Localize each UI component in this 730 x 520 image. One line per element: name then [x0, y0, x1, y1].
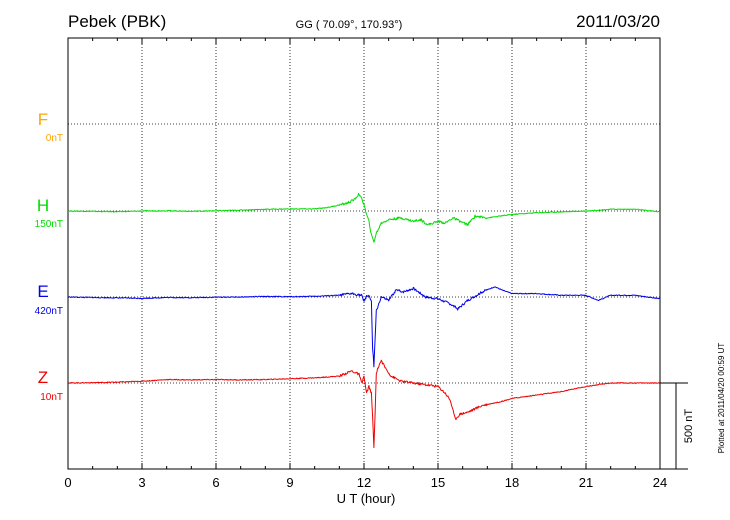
series-labels: F 0nT H 150nT E 420nT Z 10nT [35, 110, 63, 403]
grid-lines [68, 38, 660, 469]
x-axis-label: U T (hour) [337, 491, 396, 506]
x-tick-label: 0 [64, 475, 71, 490]
series-line-z [67, 359, 661, 449]
series-offset-e: 420nT [35, 306, 63, 317]
x-tick-label: 6 [212, 475, 219, 490]
station-title: Pebek (PBK) [68, 12, 166, 31]
x-tick-label: 24 [653, 475, 667, 490]
x-tick-label: 18 [505, 475, 519, 490]
series-line-h [67, 192, 661, 243]
x-tick-label: 15 [431, 475, 445, 490]
scale-bar-label: 500 nT [683, 409, 695, 444]
x-axis-ticks: 0 3 6 9 12 15 18 21 24 [64, 38, 667, 490]
coordinates-label: GG ( 70.09°, 170.93°) [296, 19, 403, 31]
x-tick-label: 9 [286, 475, 293, 490]
plotted-note: Plotted at 2011/04/20 00:59 UT [717, 343, 726, 454]
series-offset-z: 10nT [40, 392, 63, 403]
date-label: 2011/03/20 [576, 12, 660, 31]
x-tick-label: 12 [357, 475, 371, 490]
scale-bar: 500 nT [660, 382, 695, 470]
series-traces [67, 192, 661, 449]
series-label-z: Z [38, 368, 48, 387]
series-line-e [67, 286, 661, 368]
series-label-f: F [38, 110, 48, 129]
series-label-e: E [37, 282, 48, 301]
x-tick-label: 3 [138, 475, 145, 490]
series-offset-h: 150nT [35, 219, 63, 230]
series-label-h: H [37, 196, 49, 215]
series-offset-f: 0nT [46, 133, 63, 144]
x-tick-label: 21 [579, 475, 593, 490]
